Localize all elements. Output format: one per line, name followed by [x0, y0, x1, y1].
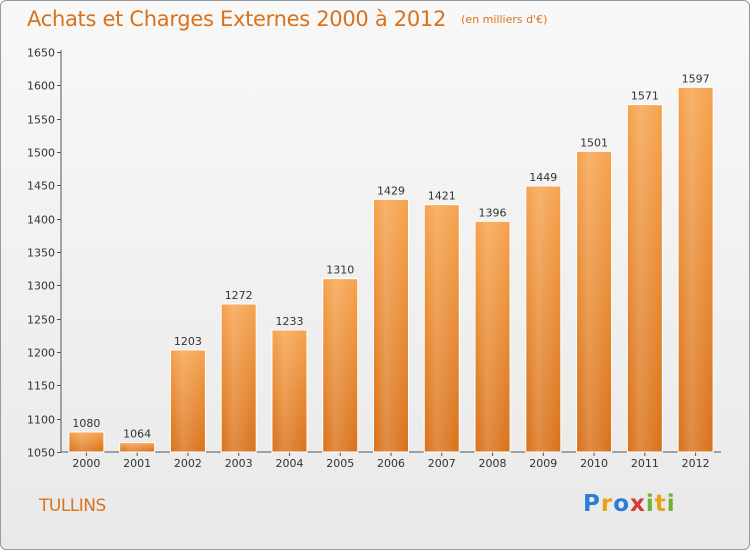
bar-highlight — [374, 200, 408, 452]
logo-letter: P — [583, 491, 601, 517]
x-tick-label: 2002 — [174, 457, 202, 470]
data-label: 1429 — [377, 184, 405, 197]
y-tick-label: 1050 — [27, 447, 55, 460]
data-label: 1396 — [479, 206, 507, 219]
bar-highlight — [171, 351, 205, 452]
bar-highlight — [679, 88, 713, 452]
logo-letter: i — [645, 491, 655, 517]
data-label: 1233 — [275, 315, 303, 328]
axes: 1050 1100 1150 1200 1250 1300 1350 1400 1450 1500… — [27, 47, 721, 470]
chart-unit: (en milliers d'€) — [461, 13, 548, 26]
bars — [68, 86, 714, 453]
x-tick-label: 2006 — [377, 457, 405, 470]
bar-highlight — [628, 105, 662, 453]
data-labels: 1080 1064 1203 1272 1233 1310 1429 1421 1396 1449… — [72, 72, 709, 440]
x-tick-label: 2003 — [225, 457, 253, 470]
bar-highlight — [222, 305, 256, 452]
y-tick-label: 1650 — [27, 47, 55, 60]
bar-highlight — [272, 331, 306, 452]
y-tick-label: 1150 — [27, 380, 55, 393]
data-label: 1272 — [225, 289, 253, 302]
bar-highlight — [577, 152, 611, 453]
logo-letter: o — [613, 491, 631, 517]
logo-letter: t — [654, 491, 667, 517]
data-label: 1203 — [174, 335, 202, 348]
y-tick-label: 1100 — [27, 414, 55, 427]
data-label: 1501 — [580, 136, 608, 149]
data-label: 1310 — [326, 264, 354, 277]
y-tick-label: 1600 — [27, 80, 55, 93]
chart-title: Achats et Charges Externes 2000 à 2012 — [27, 7, 447, 31]
data-label: 1571 — [631, 90, 659, 103]
y-tick-label: 1250 — [27, 314, 55, 327]
y-tick-label: 1350 — [27, 247, 55, 260]
data-label: 1449 — [529, 171, 557, 184]
bar-highlight — [323, 279, 357, 452]
y-tick-label: 1450 — [27, 180, 55, 193]
x-tick-label: 2000 — [72, 457, 100, 470]
x-tick-label: 2007 — [428, 457, 456, 470]
data-label: 1597 — [682, 72, 710, 85]
data-label: 1064 — [123, 428, 151, 441]
y-tick-label: 1500 — [27, 147, 55, 160]
logo-letter: i — [666, 491, 676, 517]
x-tick-label: 2012 — [682, 457, 710, 470]
x-tick-label: 2009 — [529, 457, 557, 470]
bar-highlight — [69, 433, 103, 452]
y-tick-label: 1200 — [27, 347, 55, 360]
x-tick-label: 2001 — [123, 457, 151, 470]
proxiti-logo: Proxiti — [583, 491, 676, 517]
data-label: 1080 — [72, 417, 100, 430]
bar-highlight — [425, 205, 459, 452]
y-tick-label: 1400 — [27, 214, 55, 227]
commune-name: TULLINS — [39, 496, 106, 516]
x-tick-label: 2004 — [275, 457, 303, 470]
x-tick-label: 2005 — [326, 457, 354, 470]
y-tick-label: 1550 — [27, 114, 55, 127]
bar-highlight — [476, 222, 510, 452]
y-tick-label: 1300 — [27, 280, 55, 293]
bar-highlight — [120, 443, 154, 452]
x-tick-label: 2008 — [479, 457, 507, 470]
logo-letter: r — [600, 491, 614, 517]
data-label: 1421 — [428, 190, 456, 203]
x-tick-label: 2010 — [580, 457, 608, 470]
x-tick-label: 2011 — [631, 457, 659, 470]
chart-title-block: Achats et Charges Externes 2000 à 2012 (… — [27, 7, 547, 31]
logo-letter: x — [630, 491, 646, 517]
bar-highlight — [526, 187, 560, 452]
